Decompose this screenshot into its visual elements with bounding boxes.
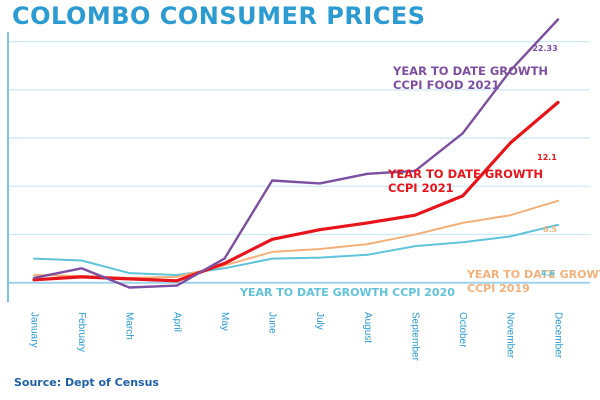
x-tick-label: September <box>409 312 420 362</box>
x-tick-label: October <box>457 312 468 348</box>
series-label-3: YEAR TO DATE GROWTH CCPI 2020 <box>239 286 455 299</box>
x-tick-label: May <box>219 312 230 331</box>
end-value-label-3: 4.6 <box>541 269 556 278</box>
x-tick-labels: January February March April May June July Augu… <box>28 312 563 362</box>
series-line-1 <box>32 100 560 283</box>
x-tick-label: February <box>76 312 87 352</box>
end-value-label-1: 12.1 <box>537 153 557 162</box>
x-tick-label: April <box>171 312 182 332</box>
x-tick-label: January <box>28 312 39 348</box>
end-value-label-0: 22.33 <box>532 44 557 53</box>
end-value-label-2: 6.5 <box>543 225 558 234</box>
x-tick-label: July <box>314 312 325 330</box>
series-line-0 <box>32 18 560 289</box>
x-tick-label: December <box>552 312 563 359</box>
series-label-2-line2: CCPI 2019 <box>467 282 530 295</box>
x-tick-label: June <box>267 312 278 334</box>
source-note: Source: Dept of Census <box>14 376 159 389</box>
x-tick-label: November <box>505 312 516 359</box>
series-label-0-line2: CCPI FOOD 2021 <box>393 78 500 92</box>
series-label-2: YEAR TO DATE GROWTH <box>466 268 600 281</box>
series-label-1-line2: CCPI 2021 <box>388 181 454 195</box>
x-tick-label: March <box>124 312 135 340</box>
x-tick-label: August <box>362 312 373 343</box>
series-label-0: YEAR TO DATE GROWTH <box>392 64 548 78</box>
series-lines <box>32 18 560 289</box>
chart-title: COLOMBO CONSUMER PRICES <box>12 2 426 30</box>
series-line-3 <box>33 223 559 276</box>
series-label-1: YEAR TO DATE GROWTH <box>387 167 543 181</box>
